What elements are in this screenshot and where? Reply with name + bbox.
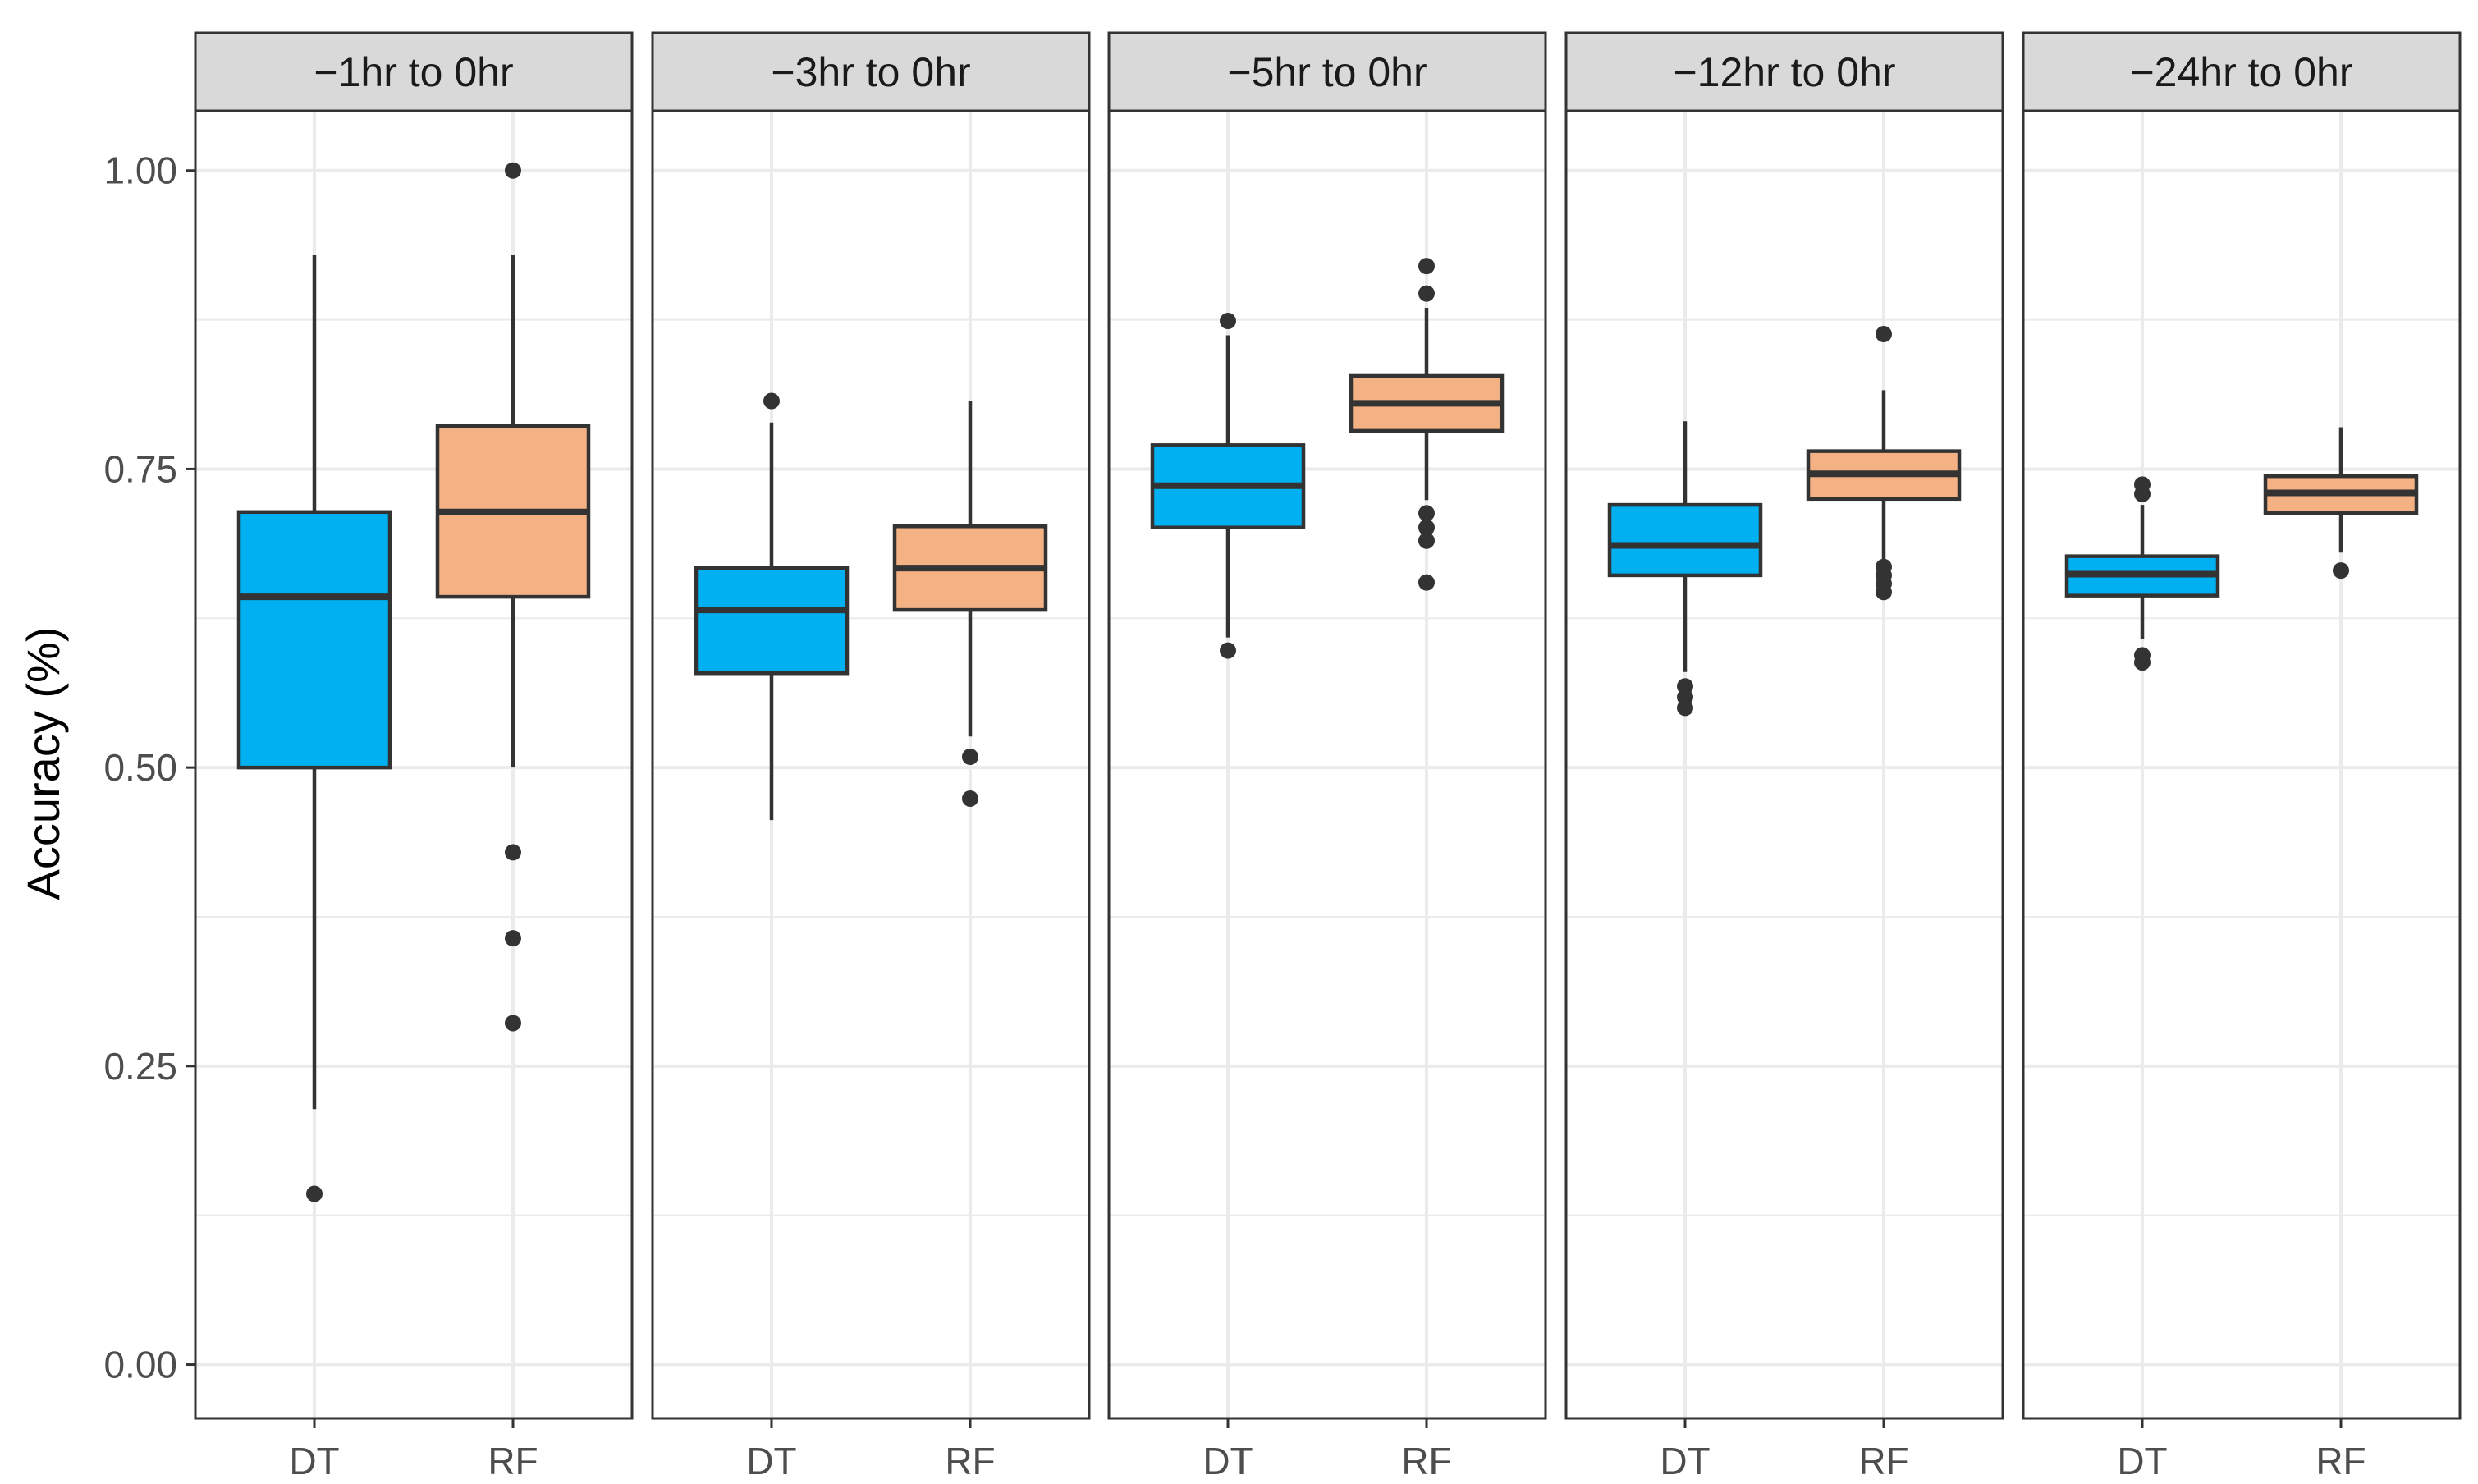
- strip-header: [2022, 31, 2462, 112]
- box-body: [1607, 502, 1763, 578]
- outlier-point: [1418, 574, 1435, 591]
- outlier-point: [1418, 519, 1435, 536]
- facet-panel: −1hr to 0hr DT RF: [194, 31, 634, 1482]
- box-rf: [435, 162, 591, 1032]
- strip-title: −12hr to 0hr: [1673, 49, 1895, 95]
- strip-header: [194, 31, 634, 112]
- outlier-point: [2134, 654, 2151, 671]
- y-tick-label: 0.50: [103, 746, 177, 789]
- box-rf: [1349, 258, 1505, 591]
- box-dt: [1607, 421, 1763, 717]
- outlier-point: [1418, 505, 1435, 522]
- box-dt: [694, 392, 850, 821]
- outlier-point: [962, 749, 978, 766]
- outlier-point: [505, 844, 521, 861]
- x-tick-label: DT: [1660, 1440, 1710, 1482]
- outlier-point: [1418, 285, 1435, 302]
- y-tick-label: 0.75: [103, 447, 177, 490]
- x-tick-label: RF: [488, 1440, 538, 1482]
- box-rf: [1806, 326, 1962, 601]
- outlier-point: [962, 790, 978, 807]
- outlier-point: [1418, 532, 1435, 549]
- y-axis-labels: 0.00 0.25 0.50 0.75 1.00: [103, 149, 195, 1386]
- strip-title: −3hr to 0hr: [771, 49, 970, 95]
- outlier-point: [1677, 699, 1693, 717]
- outlier-point: [306, 1185, 323, 1202]
- outlier-point: [763, 392, 780, 410]
- facet-panel: −24hr to 0hr DT RF: [2022, 31, 2462, 1482]
- outlier-point: [505, 1015, 521, 1032]
- outlier-point: [2333, 562, 2349, 579]
- strip-title: −24hr to 0hr: [2130, 49, 2352, 95]
- x-tick-label: RF: [945, 1440, 995, 1482]
- strip-title: −5hr to 0hr: [1227, 49, 1427, 95]
- y-tick-label: 0.25: [103, 1045, 177, 1088]
- box-dt: [1150, 313, 1306, 659]
- box-rf: [2263, 427, 2419, 579]
- x-tick-label: RF: [2315, 1440, 2366, 1482]
- outlier-point: [2134, 485, 2151, 502]
- facet-panel: −3hr to 0hr DT RF: [651, 31, 1091, 1482]
- x-tick-label: DT: [746, 1440, 796, 1482]
- x-tick-label: DT: [1202, 1440, 1253, 1482]
- panel-background: [2023, 111, 2460, 1418]
- outlier-point: [1220, 313, 1236, 330]
- strip-header: [1564, 31, 2004, 112]
- outlier-point: [1220, 642, 1236, 659]
- facet-panel: −12hr to 0hr DT RF: [1564, 31, 2004, 1482]
- y-tick-label: 1.00: [103, 149, 177, 192]
- x-tick-label: RF: [1858, 1440, 1908, 1482]
- strip-header: [651, 31, 1091, 112]
- panel-background: [653, 111, 1089, 1418]
- outlier-point: [1876, 584, 1892, 601]
- panel-background: [1109, 111, 1546, 1418]
- box-body: [694, 566, 850, 676]
- outlier-point: [505, 930, 521, 947]
- box-dt: [236, 255, 392, 1202]
- strip-title: −1hr to 0hr: [314, 49, 513, 95]
- x-tick-label: RF: [1401, 1440, 1451, 1482]
- x-tick-label: DT: [289, 1440, 339, 1482]
- y-tick-label: 0.00: [103, 1344, 177, 1386]
- box-body: [236, 510, 392, 770]
- y-axis-title: Accuracy (%): [17, 627, 69, 900]
- x-tick-label: DT: [2117, 1440, 2167, 1482]
- box-dt: [2064, 476, 2220, 671]
- facet-panel: −5hr to 0hr DT RF: [1107, 31, 1547, 1482]
- panel-background: [1566, 111, 2003, 1418]
- outlier-point: [1418, 258, 1435, 275]
- box-rf: [892, 401, 1048, 807]
- strip-header: [1107, 31, 1547, 112]
- outlier-point: [505, 162, 521, 179]
- outlier-point: [1876, 326, 1892, 343]
